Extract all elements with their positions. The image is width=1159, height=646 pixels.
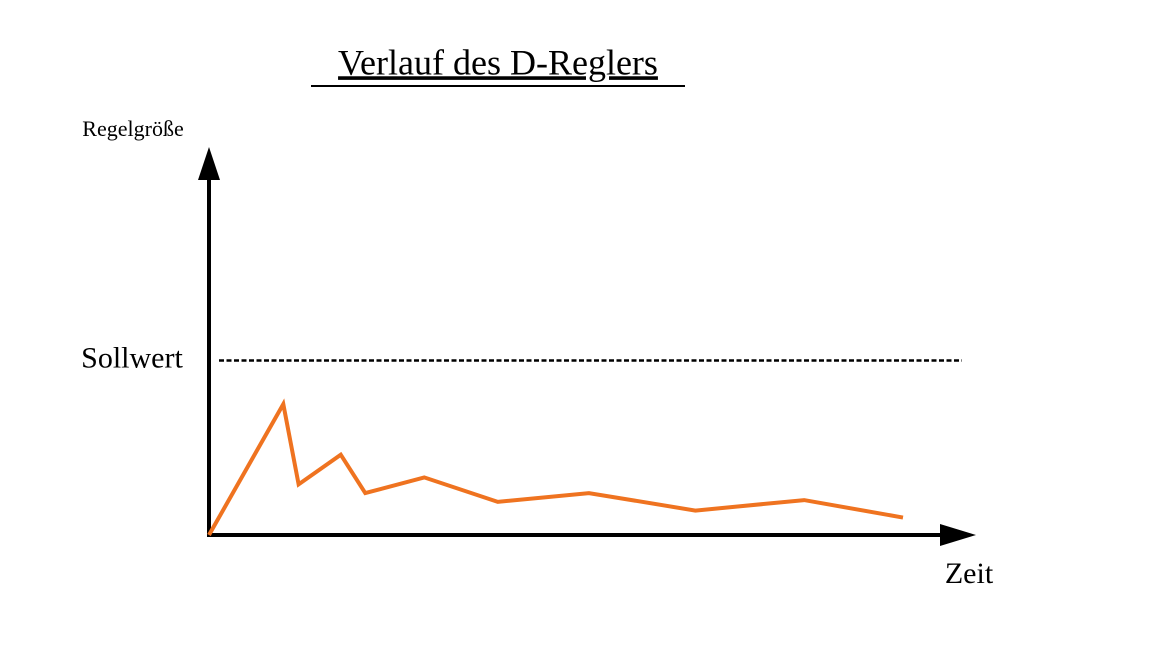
x-axis-label: Zeit (945, 557, 994, 590)
y-axis-label: Regelgröße (82, 116, 183, 141)
reference-label: Sollwert (81, 341, 183, 374)
x-axis-arrow (940, 524, 976, 546)
line-series (207, 398, 904, 536)
y-axis-arrow (198, 147, 220, 180)
chart-title: Verlauf des D-Reglers (338, 42, 658, 82)
